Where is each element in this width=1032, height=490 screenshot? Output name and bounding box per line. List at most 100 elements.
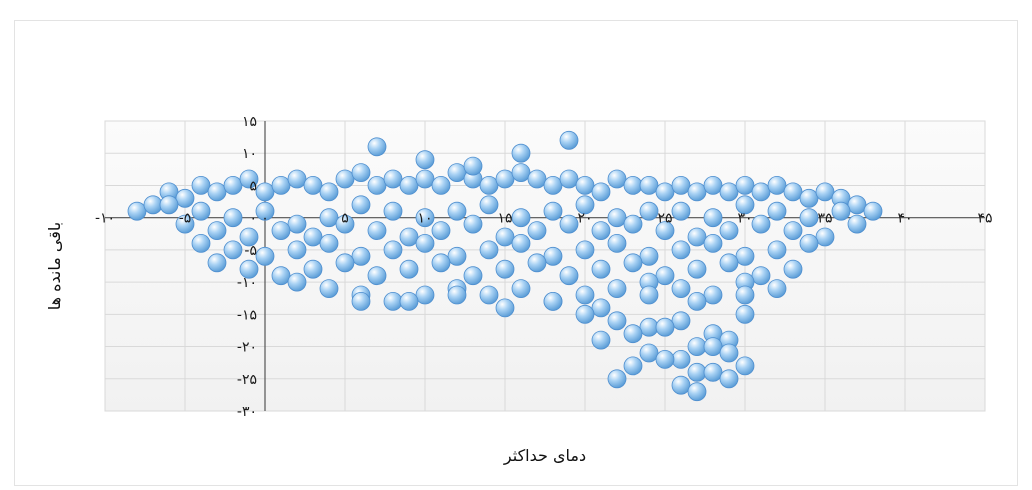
- data-point: [655, 266, 675, 286]
- data-point: [671, 375, 691, 395]
- data-point: [639, 175, 659, 195]
- x-tick-label: -۱۰: [95, 211, 115, 227]
- data-point: [591, 330, 611, 350]
- data-point: [255, 246, 275, 266]
- data-point: [223, 175, 243, 195]
- data-point: [127, 201, 147, 221]
- data-point: [639, 285, 659, 305]
- data-point: [239, 259, 259, 279]
- x-tick-label: ۱۵: [497, 211, 512, 227]
- data-point: [479, 195, 499, 215]
- y-tick-label: -۱۵: [237, 307, 257, 323]
- data-point: [511, 163, 531, 183]
- data-point: [847, 214, 867, 234]
- data-point: [799, 233, 819, 253]
- data-point: [607, 279, 627, 299]
- data-point: [479, 240, 499, 260]
- data-point: [287, 214, 307, 234]
- y-tick-label: ۵: [249, 178, 257, 194]
- data-point: [447, 285, 467, 305]
- data-point: [191, 201, 211, 221]
- x-tick-label: ۳۰: [737, 211, 752, 227]
- data-point: [847, 195, 867, 215]
- data-point: [383, 291, 403, 311]
- y-tick-label: -۲۰: [237, 340, 257, 356]
- data-point: [671, 349, 691, 369]
- data-point: [495, 169, 515, 189]
- x-tick-label: ۰: [261, 211, 269, 227]
- data-point: [607, 169, 627, 189]
- data-point: [607, 311, 627, 331]
- data-point: [719, 369, 739, 389]
- data-point: [511, 279, 531, 299]
- data-point: [415, 169, 435, 189]
- data-point: [255, 201, 275, 221]
- x-tick-label: ۴۵: [977, 211, 992, 227]
- data-point: [543, 201, 563, 221]
- data-point: [175, 188, 195, 208]
- data-point: [335, 169, 355, 189]
- data-point: [735, 175, 755, 195]
- data-point: [639, 343, 659, 363]
- data-point: [687, 227, 707, 247]
- data-point: [399, 259, 419, 279]
- data-point: [703, 233, 723, 253]
- data-point: [623, 253, 643, 273]
- x-tick-label: ۴۰: [897, 211, 912, 227]
- data-point: [703, 337, 723, 357]
- data-point: [511, 208, 531, 228]
- data-point: [351, 246, 371, 266]
- chart-frame: -۱۰ -۵ ۰ ۵ ۱۰ ۱۵ ۲۰ ۲۵ ۳۰ ۳۵ ۴۰ ۴۵ -۳۰ -۲۵ -۲۰ -۱۵ -۱۰ -۵…: [14, 20, 1018, 486]
- data-point: [591, 259, 611, 279]
- data-point: [607, 208, 627, 228]
- data-point: [735, 246, 755, 266]
- data-point: [767, 175, 787, 195]
- data-point: [207, 182, 227, 202]
- data-point: [671, 175, 691, 195]
- data-point: [495, 227, 515, 247]
- x-tick-label: -۵: [179, 211, 192, 227]
- data-point: [175, 214, 195, 234]
- data-point: [575, 285, 595, 305]
- data-point: [271, 221, 291, 241]
- data-point: [351, 195, 371, 215]
- data-point: [687, 182, 707, 202]
- data-point: [511, 233, 531, 253]
- data-point: [303, 227, 323, 247]
- data-point: [335, 253, 355, 273]
- data-point: [319, 208, 339, 228]
- data-point: [639, 317, 659, 337]
- tick-labels: -۱۰ -۵ ۰ ۵ ۱۰ ۱۵ ۲۰ ۲۵ ۳۰ ۳۵ ۴۰ ۴۵-۳۰-۲۵-۲۰-۱۵-۱۰-۵…: [95, 114, 993, 420]
- data-point: [383, 201, 403, 221]
- data-point: [703, 208, 723, 228]
- data-point: [687, 362, 707, 382]
- data-point: [431, 175, 451, 195]
- x-tick-label: ۲۰: [577, 211, 592, 227]
- data-point: [591, 221, 611, 241]
- y-tick-label: ۱۵: [242, 114, 257, 130]
- data-point: [719, 253, 739, 273]
- data-point: [655, 349, 675, 369]
- data-point: [703, 175, 723, 195]
- data-point: [287, 240, 307, 260]
- data-point: [527, 221, 547, 241]
- y-tick-label: -۳۰: [237, 404, 257, 420]
- y-tick-label: -۲۵: [237, 372, 257, 388]
- data-point: [383, 169, 403, 189]
- data-point: [687, 337, 707, 357]
- data-point: [591, 182, 611, 202]
- data-point: [735, 195, 755, 215]
- y-tick-label: ۰: [249, 211, 257, 227]
- data-point: [735, 285, 755, 305]
- data-point: [431, 253, 451, 273]
- data-point: [751, 182, 771, 202]
- data-point: [527, 169, 547, 189]
- data-point: [271, 175, 291, 195]
- data-point: [655, 221, 675, 241]
- data-point: [623, 324, 643, 344]
- data-point: [623, 356, 643, 376]
- data-point: [223, 240, 243, 260]
- data-point: [671, 201, 691, 221]
- data-point: [591, 298, 611, 318]
- data-point: [223, 208, 243, 228]
